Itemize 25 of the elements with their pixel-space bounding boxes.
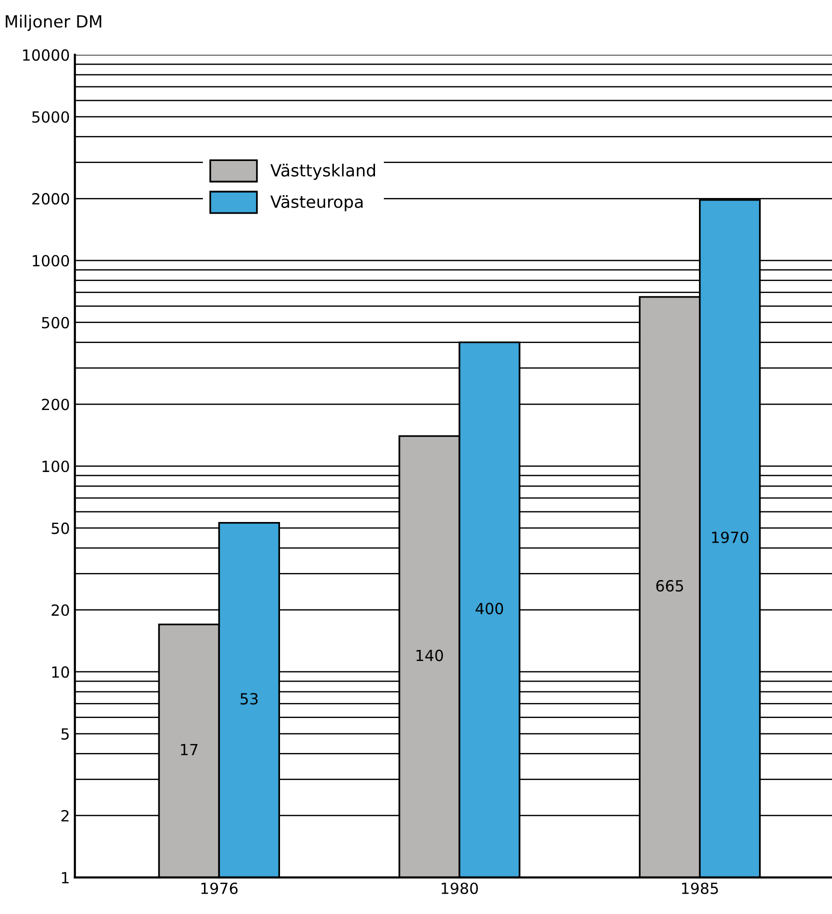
data-label: 1970 — [712, 532, 748, 544]
y-tick-label: 200 — [42, 398, 70, 410]
x-tick-label: 1985 — [682, 882, 718, 894]
y-tick-label: 10000 — [23, 49, 70, 61]
y-tick-label: 1 — [62, 872, 69, 884]
y-tick-label: 2000 — [32, 193, 70, 205]
legend-label: Västtyskland — [270, 164, 376, 180]
legend-label: Västeuropa — [270, 195, 363, 212]
y-tick-label: 100 — [42, 460, 70, 472]
y-tick-label: 20 — [52, 604, 70, 616]
data-label: 53 — [240, 693, 258, 705]
y-tick-label: 500 — [42, 316, 70, 328]
y-tick-label: 1000 — [32, 254, 70, 267]
y-tick-label: 5000 — [32, 111, 70, 123]
data-label: 400 — [476, 602, 504, 614]
y-tick-label: 10 — [52, 666, 70, 678]
data-label: 665 — [656, 580, 684, 592]
y-tick-label: 50 — [52, 522, 70, 534]
data-label: 17 — [181, 744, 198, 756]
y-tick-label: 2 — [61, 810, 68, 822]
x-tick-label: 1980 — [442, 882, 478, 894]
x-tick-label: 1976 — [201, 882, 238, 894]
y-tick-label: 5 — [61, 728, 69, 740]
y-axis-title: Miljoner DM — [6, 14, 102, 31]
data-label: 140 — [416, 650, 443, 662]
